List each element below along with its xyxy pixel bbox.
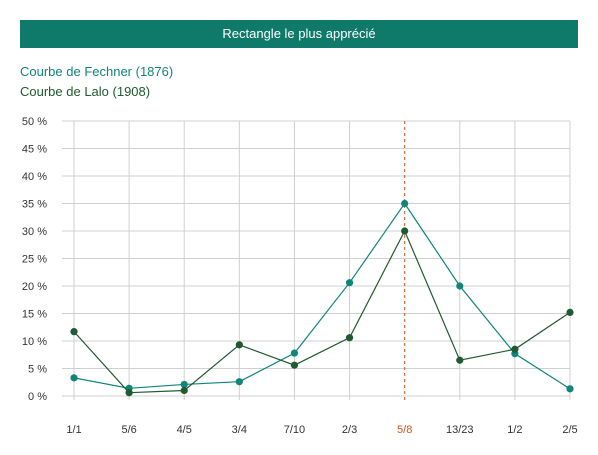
x-tick-label: 13/23: [446, 424, 474, 436]
x-tick-label: 4/5: [177, 424, 192, 436]
data-point-0-6: [401, 199, 409, 208]
data-point-1-6: [401, 227, 409, 235]
x-tick-label: 2/5: [562, 424, 577, 436]
x-tick-label: 1/1: [66, 424, 81, 436]
x-tick-label: 3/4: [232, 424, 247, 436]
chart-title: Rectangle le plus apprécié: [20, 20, 578, 48]
data-point-0-0: [70, 374, 78, 382]
x-tick-label: 5/6: [121, 424, 136, 436]
series-line-0: [73, 202, 571, 390]
data-point-0-9: [566, 385, 574, 393]
y-tick-label: 25 %: [22, 254, 47, 266]
data-point-0-7: [456, 282, 464, 290]
y-tick-label: 35 %: [22, 199, 47, 211]
data-point-0-5: [345, 279, 354, 287]
y-tick-label: 10 %: [22, 336, 47, 348]
grid: [62, 120, 571, 400]
series: [70, 199, 574, 397]
x-tick-label: 1/2: [507, 424, 522, 436]
data-point-1-9: [566, 308, 574, 316]
y-tick-label: 5 %: [28, 364, 47, 376]
x-tick-label: 2/3: [342, 424, 357, 436]
data-point-1-7: [456, 356, 464, 364]
data-point-0-4: [290, 349, 299, 357]
x-tick-label: 7/10: [284, 424, 305, 436]
data-point-1-3: [235, 341, 243, 349]
y-tick-label: 0 %: [28, 391, 47, 403]
legend-fechner: Courbe de Fechner (1876): [20, 64, 174, 79]
data-point-0-3: [235, 378, 243, 386]
y-tick-label: 20 %: [22, 281, 47, 293]
y-tick-label: 30 %: [22, 226, 47, 238]
data-point-0-2: [180, 380, 188, 389]
data-point-1-0: [70, 328, 78, 336]
series-line-1: [73, 229, 571, 394]
y-tick-label: 45 %: [22, 144, 47, 156]
y-tick-label: 40 %: [22, 171, 47, 183]
data-point-1-1: [125, 389, 133, 397]
data-point-1-8: [511, 345, 519, 353]
legend-lalo: Courbe de Lalo (1908): [20, 84, 151, 99]
y-tick-label: 50 %: [22, 116, 47, 128]
data-point-1-4: [290, 361, 299, 369]
tick-labels: 0 % 5 % 10 % 15 % 20 % 25 % 30 % 35 % 40 % 45 % 50…: [22, 116, 578, 436]
data-point-1-2: [180, 386, 188, 395]
data-point-1-5: [345, 334, 354, 342]
y-tick-label: 15 %: [22, 309, 47, 321]
x-tick-label-highlighted: 5/8: [397, 424, 412, 436]
